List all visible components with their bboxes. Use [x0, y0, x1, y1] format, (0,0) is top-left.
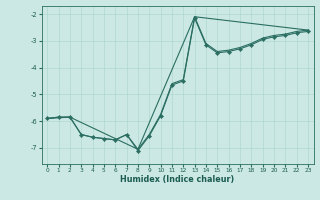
X-axis label: Humidex (Indice chaleur): Humidex (Indice chaleur): [120, 175, 235, 184]
